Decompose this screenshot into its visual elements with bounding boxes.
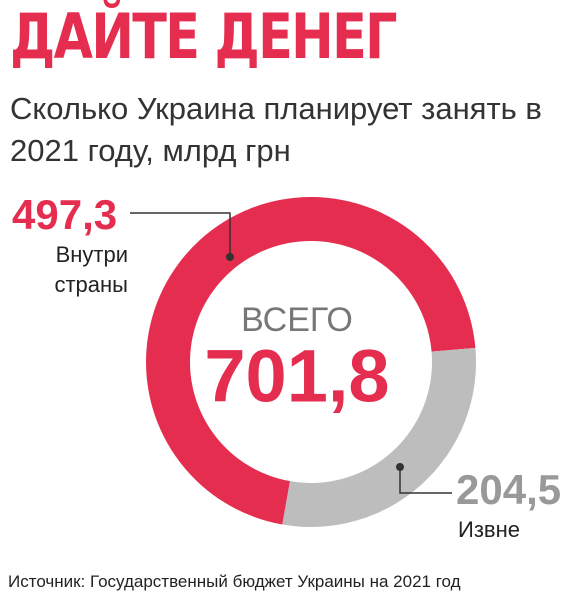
category-label: Извне	[458, 517, 520, 542]
value-label: 204,5	[456, 466, 561, 513]
leader-line	[130, 212, 231, 257]
leader-dot	[396, 463, 404, 471]
source: Источник: Государственный бюджет Украины…	[8, 572, 461, 591]
center-label: ВСЕГО	[241, 301, 353, 339]
center-total: 701,8	[204, 335, 389, 418]
value-label: 497,3	[12, 191, 117, 238]
category-label: Внутри страны	[54, 242, 128, 297]
donut-segment	[282, 347, 476, 527]
leader-dot	[226, 253, 234, 261]
subtitle: Сколько Украина планирует занять в 2021 …	[10, 91, 542, 168]
leader-line	[399, 467, 452, 494]
title: ДАЙТЕ ДЕНЕГ	[10, 0, 398, 73]
